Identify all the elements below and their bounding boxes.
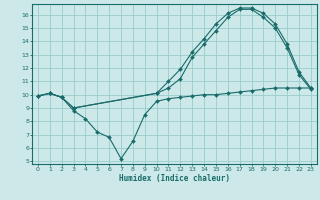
- X-axis label: Humidex (Indice chaleur): Humidex (Indice chaleur): [119, 174, 230, 183]
